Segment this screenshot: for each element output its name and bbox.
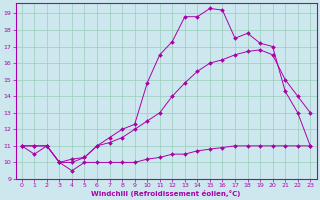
X-axis label: Windchill (Refroidissement éolien,°C): Windchill (Refroidissement éolien,°C) [91,190,241,197]
